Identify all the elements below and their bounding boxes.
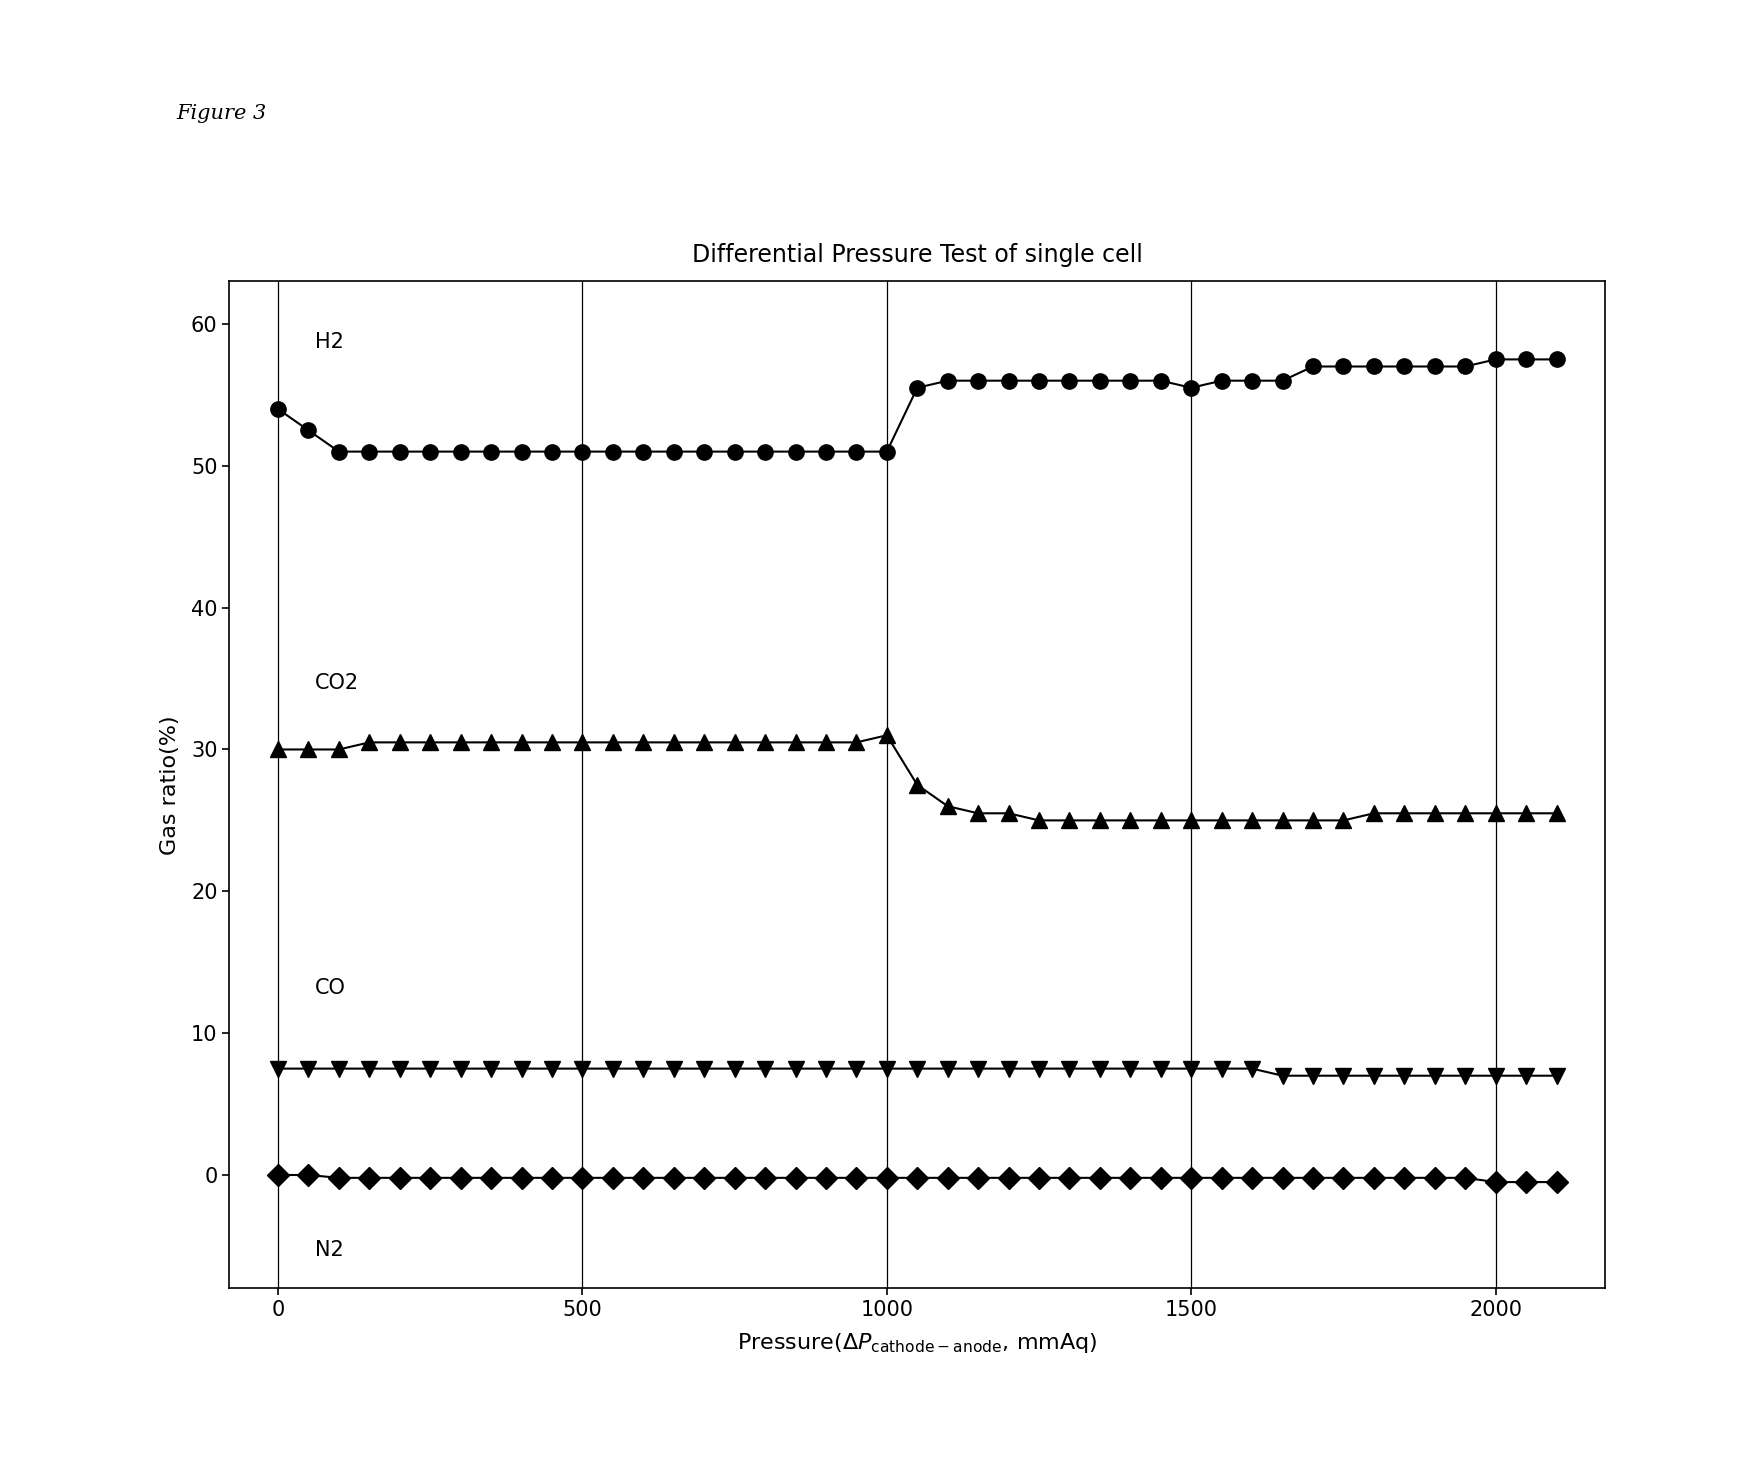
Text: CO: CO bbox=[314, 977, 346, 998]
Title: Differential Pressure Test of single cell: Differential Pressure Test of single cel… bbox=[691, 243, 1143, 267]
X-axis label: Pressure($\Delta P_{\rm cathode-anode}$, mmAq): Pressure($\Delta P_{\rm cathode-anode}$,… bbox=[737, 1331, 1097, 1355]
Y-axis label: Gas ratio(%): Gas ratio(%) bbox=[161, 715, 180, 855]
Text: N2: N2 bbox=[314, 1240, 344, 1260]
Text: H2: H2 bbox=[314, 332, 344, 352]
Text: Figure 3: Figure 3 bbox=[176, 104, 266, 123]
Text: CO2: CO2 bbox=[314, 672, 358, 693]
